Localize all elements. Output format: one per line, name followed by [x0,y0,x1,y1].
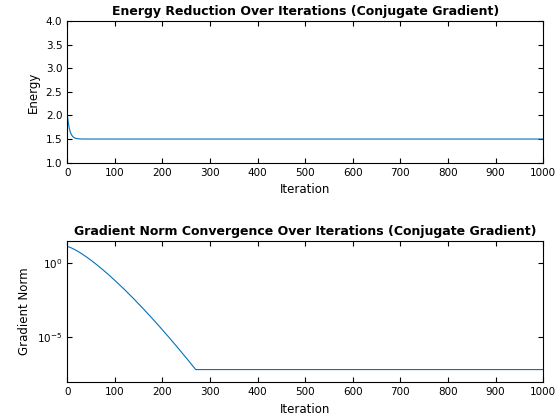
Y-axis label: Energy: Energy [27,71,40,113]
Title: Gradient Norm Convergence Over Iterations (Conjugate Gradient): Gradient Norm Convergence Over Iteration… [74,225,536,238]
X-axis label: Iteration: Iteration [280,403,330,416]
Y-axis label: Gradient Norm: Gradient Norm [18,268,31,355]
Title: Energy Reduction Over Iterations (Conjugate Gradient): Energy Reduction Over Iterations (Conjug… [111,5,499,18]
X-axis label: Iteration: Iteration [280,183,330,196]
